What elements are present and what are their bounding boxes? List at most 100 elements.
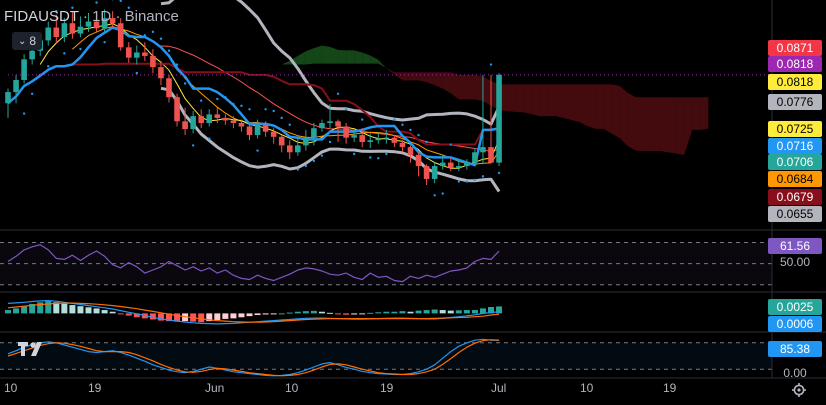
ichimoku-cloud-segment [281,60,290,65]
sar-dot [369,156,372,159]
ichimoku-cloud-segment [539,84,548,117]
macd-histogram-bar [246,313,253,317]
macd-histogram-bar [109,311,116,314]
macd-histogram-bar [198,313,205,323]
sar-dot [473,178,477,182]
sar-dot [47,65,50,68]
ichimoku-cloud-segment [370,55,379,64]
candle-body [383,137,390,139]
candle-body [190,116,196,130]
macd-histogram-bar [238,313,245,318]
macd-histogram-bar [439,310,446,314]
macd-histogram-bar [69,305,76,314]
symbol-name[interactable]: FIDAUSDT [4,8,79,25]
sar-dot [409,128,412,132]
sar-dot [393,118,396,121]
tradingview-logo-icon[interactable] [18,340,46,358]
ichimoku-cloud-segment [410,72,419,81]
legend-separator: · [115,8,121,25]
candle-body [21,59,27,81]
main-price-pane[interactable] [5,0,772,197]
ichimoku-cloud-segment [474,74,483,102]
candle-body [303,137,309,146]
ichimoku-cloud-segment [394,72,403,81]
price-scale-label: 0.0725 [768,121,822,137]
macd-histogram-bar [262,313,269,315]
candle-body [238,123,245,127]
gear-icon[interactable] [792,383,806,397]
sar-dot [433,194,436,197]
ichimoku-cloud-segment [402,72,411,81]
sar-dot [95,1,98,4]
sar-dot [481,175,485,178]
macd-histogram-bar [166,313,172,322]
sar-dot [457,180,460,183]
macd-histogram-bar [222,313,229,319]
macd-pane[interactable] [5,300,503,325]
candle-body [319,123,325,129]
legend-separator: · [82,8,88,25]
stoch-band-fill [0,342,772,370]
sar-dot [377,157,380,160]
ichimoku-cloud-segment [297,51,306,65]
macd-histogram-bar [359,313,366,315]
macd-histogram-bar [335,313,342,315]
candle-body [69,23,76,34]
macd-histogram-bar [447,310,454,314]
macd-histogram-bar [423,310,430,314]
macd-histogram-bar [125,313,132,316]
macd-histogram-bar [488,307,494,314]
sar-dot [401,123,404,126]
rsi-pane[interactable] [0,242,772,286]
candle-body [423,166,430,179]
sar-dot [55,9,58,13]
macd-histogram-bar [496,306,503,314]
sar-dot [280,116,283,120]
symbol-legend[interactable]: FIDAUSDT · 1D · Binance [4,8,179,25]
macd-histogram-bar [21,306,28,314]
interval-label[interactable]: 1D [92,8,112,25]
sar-dot [200,99,203,102]
macd-histogram-bar [149,313,156,320]
candle-body [142,52,148,56]
macd-histogram-bar [133,313,140,318]
macd-histogram-bar [93,308,100,314]
price-scale-label: 0.0716 [768,138,822,154]
candle-body [5,92,11,104]
macd-histogram-bar [53,302,60,314]
candle-body [359,135,365,142]
tenkan-line [7,26,500,167]
exchange-label: Binance [124,8,179,25]
ichimoku-cloud-segment [676,97,685,155]
sar-dot [449,143,452,146]
macd-axis-label: 0.0025 [768,299,822,315]
pane-separators[interactable] [0,0,826,379]
sar-dot [143,34,147,37]
sar-dot [385,152,388,156]
price-scale-label: 0.0818 [768,56,822,72]
sar-dot [63,52,66,55]
macd-histogram-bar [61,303,68,314]
sar-dot [264,108,267,111]
ichimoku-cloud-segment [257,66,266,70]
macd-histogram-bar [367,312,374,314]
indicators-toggle-button[interactable]: ⌄ 8 [12,32,42,50]
ichimoku-cloud-segment [700,97,709,130]
ichimoku-cloud-segment [354,50,363,64]
candle-body [109,18,116,24]
stoch-k-line [7,338,500,377]
sar-dot [87,46,90,49]
stoch-rsi-pane[interactable] [0,338,772,377]
candle-body [343,126,349,138]
sar-dot [216,97,219,101]
sar-dot [304,164,308,168]
candle-body [125,47,132,58]
price-scale-label: 0.0871 [768,40,822,56]
price-scale-label: 0.0679 [768,189,822,205]
chevron-down-icon: ⌄ [17,35,27,47]
macd-histogram-bar [286,312,293,314]
sar-dot [361,118,364,121]
macd-axis-label: 0.0006 [768,316,822,332]
